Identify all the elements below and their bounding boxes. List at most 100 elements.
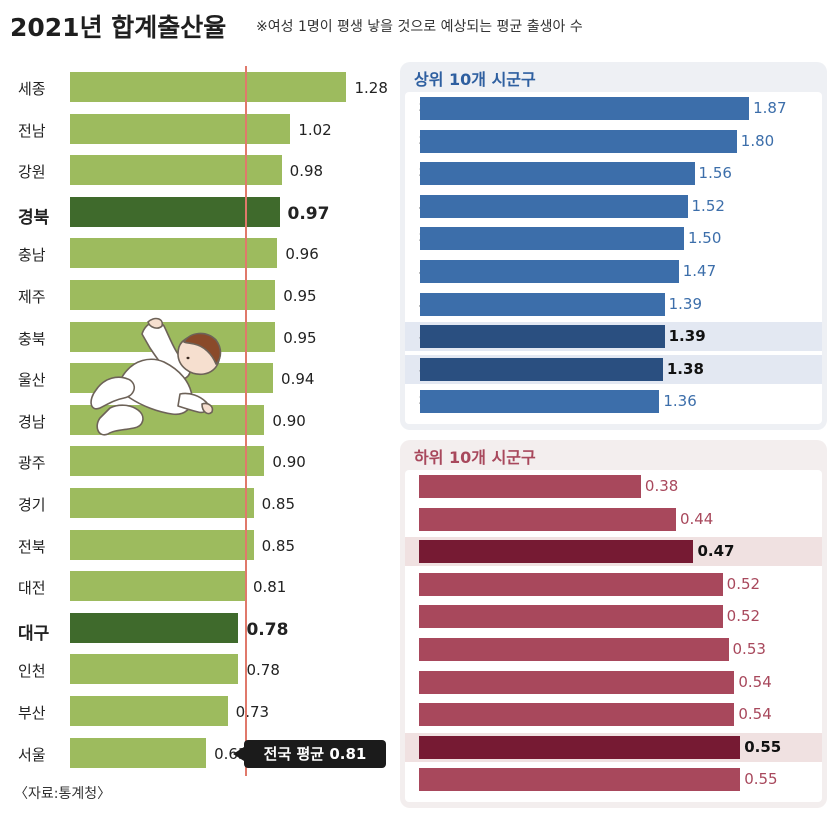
- district-bar: [419, 605, 723, 629]
- district-bar: [420, 260, 679, 283]
- region-label: 강원: [18, 163, 46, 182]
- region-label: 세종: [18, 80, 46, 98]
- district-bar: [419, 475, 641, 498]
- district-value-label: 1.39: [668, 327, 706, 346]
- region-label: 경남: [18, 412, 46, 431]
- region-label: 대구: [18, 623, 50, 644]
- district-value-label: 0.54: [738, 705, 772, 724]
- district-value-label: 1.36: [663, 392, 697, 411]
- top10-title: 상위 10개 시군구: [414, 70, 536, 89]
- district-value-label: 0.47: [697, 542, 735, 561]
- district-bar: [419, 638, 729, 661]
- region-label: 울산: [18, 371, 46, 390]
- district-bar: [419, 768, 741, 792]
- region-label: 대전: [18, 579, 46, 598]
- region-label: 충북: [18, 329, 46, 348]
- region-label: 충남: [18, 246, 46, 265]
- region-label: 인천: [18, 662, 46, 681]
- region-bar: [70, 654, 239, 685]
- region-bar: [70, 155, 282, 186]
- district-value-label: 1.87: [753, 99, 787, 117]
- baby-illustration: [90, 317, 222, 436]
- region-bar: [70, 113, 291, 144]
- district-bar: [419, 507, 676, 531]
- district-bar: [419, 670, 735, 694]
- district-bar: [420, 97, 750, 120]
- region-value-label: 0.96: [285, 245, 319, 264]
- national-average-pointer: [233, 747, 244, 761]
- region-bar: [70, 196, 280, 227]
- region-bar: [70, 488, 254, 518]
- region-bar: [70, 72, 347, 102]
- region-bar: [70, 280, 276, 310]
- district-bar: [420, 357, 663, 381]
- region-label: 경북: [18, 207, 50, 228]
- top10-panel: 상위 10개 시군구 전남 영광군1.87전북 임실군1.80전북 진안군1.5…: [400, 62, 827, 430]
- region-value-label: 1.28: [354, 79, 388, 97]
- district-bar: [419, 703, 735, 727]
- district-bar: [419, 735, 741, 759]
- region-value-label: 0.78: [246, 619, 289, 640]
- district-bar: [420, 194, 688, 218]
- region-bar: [70, 238, 278, 269]
- region-value-label: 0.78: [246, 661, 280, 680]
- district-value-label: 1.50: [688, 229, 722, 248]
- bottom10-title: 하위 10개 시군구: [414, 448, 536, 467]
- district-bar: [419, 572, 723, 596]
- region-bar: [70, 446, 265, 477]
- region-value-label: 1.02: [298, 120, 332, 139]
- district-value-label: 0.55: [744, 737, 782, 756]
- district-bar: [420, 325, 665, 349]
- chart-title: 2021년 합계출산율: [10, 13, 227, 42]
- district-value-label: 1.38: [666, 359, 704, 378]
- region-value-label: 0.94: [281, 370, 315, 389]
- region-value-label: 0.85: [261, 536, 295, 555]
- district-bar: [420, 162, 695, 186]
- district-value-label: 1.80: [740, 131, 775, 150]
- national-average-line: [244, 66, 247, 776]
- region-bar: [70, 696, 228, 726]
- region-label: 전북: [18, 537, 46, 556]
- region-label: 부산: [18, 704, 46, 722]
- region-label: 경기: [18, 496, 46, 514]
- district-bar: [420, 227, 684, 251]
- district-bar: [419, 540, 694, 564]
- district-value-label: 0.55: [744, 770, 778, 789]
- district-value-label: 0.52: [726, 574, 761, 593]
- district-bar: [420, 292, 665, 316]
- region-value-label: 0.95: [283, 287, 317, 305]
- region-bar: [70, 571, 245, 602]
- region-value-label: 0.98: [289, 162, 324, 181]
- region-value-label: 0.81: [252, 578, 287, 597]
- district-value-label: 1.39: [668, 294, 703, 313]
- region-label: 전남: [18, 121, 46, 140]
- region-value-label: 0.95: [283, 328, 317, 347]
- top10-list: 전남 영광군1.87전북 임실군1.80전북 진안군1.56강원 양구군1.52…: [405, 92, 822, 424]
- region-value-label: 0.90: [272, 411, 306, 430]
- district-value-label: 1.47: [682, 262, 717, 280]
- district-value-label: 1.52: [691, 196, 725, 215]
- region-bar: [70, 737, 207, 768]
- district-value-label: 0.53: [732, 640, 766, 658]
- district-value-label: 0.52: [726, 607, 761, 626]
- national-average-callout: 전국 평균 0.81: [244, 740, 386, 768]
- district-bar: [420, 390, 660, 414]
- bottom10-panel: 하위 10개 시군구 부산 중구0.38서울 관악구0.44대구 서구0.47서…: [400, 440, 827, 808]
- region-label: 광주: [18, 454, 46, 473]
- source-note: 〈자료:통계청〉: [14, 786, 112, 802]
- region-value-label: 0.85: [261, 495, 295, 513]
- district-value-label: 0.54: [738, 672, 772, 691]
- district-value-label: 0.38: [644, 477, 679, 495]
- bottom10-list: 부산 중구0.38서울 관악구0.44대구 서구0.47서울 강남구0.52서울…: [405, 470, 822, 802]
- region-value-label: 0.90: [272, 453, 306, 472]
- chart-subtitle: ※여성 1명이 평생 낳을 것으로 예상되는 평균 출생아 수: [256, 19, 583, 35]
- region-value-label: 0.73: [235, 703, 270, 721]
- region-bar: [70, 612, 239, 643]
- district-value-label: 0.44: [679, 509, 714, 528]
- region-value-label: 0.97: [287, 203, 330, 224]
- region-bar: [70, 529, 254, 560]
- district-value-label: 1.56: [698, 164, 732, 183]
- region-label: 서울: [18, 745, 46, 764]
- district-bar: [420, 129, 737, 153]
- region-label: 제주: [18, 288, 46, 306]
